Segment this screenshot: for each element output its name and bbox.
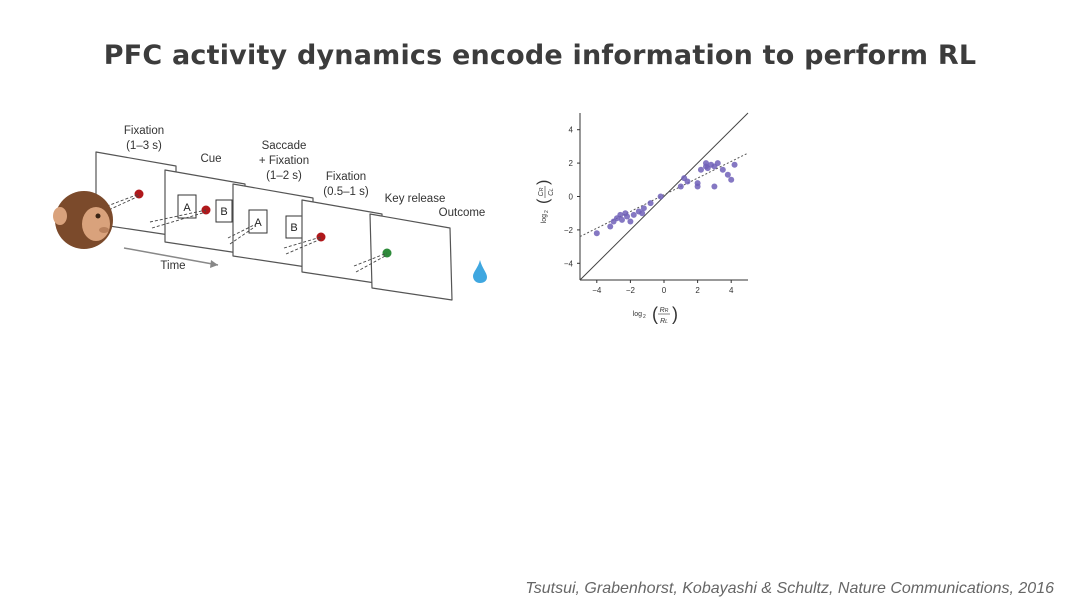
y-tick-label: −2: [564, 226, 574, 235]
stimulus-label-a2: A: [254, 217, 262, 229]
data-point: [703, 163, 709, 170]
task-diagram: A B A B F: [53, 125, 487, 301]
data-point: [724, 171, 731, 178]
stimulus-label-a1: A: [183, 202, 191, 214]
data-point: [624, 213, 631, 220]
svg-text:): ): [535, 180, 552, 185]
svg-text:): ): [672, 304, 678, 324]
svg-text:(: (: [535, 198, 552, 204]
label-fixation-2a: Fixation: [326, 171, 366, 183]
juice-drop-icon: [473, 260, 487, 283]
data-point: [728, 176, 735, 183]
data-point: [647, 200, 654, 207]
data-point: [719, 166, 726, 173]
svg-text:(: (: [652, 304, 658, 324]
label-fixation-2b: (0.5–1 s): [323, 186, 369, 198]
svg-text:log: log: [541, 214, 548, 223]
svg-text:RL: RL: [660, 318, 668, 325]
panel-saccade: A B: [227, 183, 314, 269]
citation: Tsutsui, Grabenhorst, Kobayashi & Schult…: [525, 580, 1054, 597]
data-point: [684, 178, 691, 185]
label-cue: Cue: [200, 153, 221, 165]
svg-text:2: 2: [643, 314, 646, 320]
x-tick-label: 4: [729, 286, 734, 295]
y-axis-label: log 2 ( CR CL ): [535, 180, 555, 224]
data-point: [627, 218, 634, 225]
y-tick-label: −4: [564, 259, 574, 268]
svg-text:CR: CR: [538, 187, 545, 196]
slide-title: PFC activity dynamics encode information…: [103, 40, 977, 71]
data-point: [711, 183, 718, 190]
monkey-head-icon: [53, 191, 113, 249]
data-point: [694, 183, 701, 190]
x-tick-label: 2: [695, 286, 700, 295]
panel-cue: A B: [149, 169, 246, 255]
stimulus-box-a2: [248, 209, 268, 234]
y-tick-label: 0: [569, 193, 574, 202]
data-point: [657, 193, 664, 200]
stimulus-box-b1: [215, 199, 233, 223]
scatter-plot: 4 2 0 −2 −4 −4 −2 0 2 4 log 2 ( CR CL ) log 2 ( …: [535, 112, 749, 325]
label-saccade-b: + Fixation: [259, 155, 309, 167]
label-outcome: Outcome: [439, 207, 486, 219]
label-time: Time: [160, 260, 185, 272]
svg-text:CL: CL: [548, 188, 555, 196]
label-fixation-1a: Fixation: [124, 125, 164, 137]
svg-text:RR: RR: [660, 307, 669, 314]
data-point: [593, 230, 600, 237]
label-key-release: Key release: [385, 193, 446, 205]
label-saccade-a: Saccade: [262, 140, 307, 152]
data-points: [593, 160, 738, 237]
data-point: [607, 223, 614, 230]
label-fixation-1b: (1–3 s): [126, 140, 162, 152]
data-point: [731, 161, 738, 168]
x-axis-label: log 2 ( RR RL ): [633, 304, 678, 325]
svg-text:2: 2: [544, 210, 550, 213]
panel-outcome: [353, 213, 453, 301]
stimulus-label-b2: B: [290, 222, 297, 234]
data-point: [697, 166, 704, 173]
fixation-dot-1: [134, 189, 144, 199]
data-point: [617, 211, 624, 218]
data-point: [714, 160, 721, 167]
x-ticks: −4 −2 0 2 4: [592, 280, 734, 295]
data-point: [677, 183, 684, 190]
x-tick-label: −4: [592, 286, 602, 295]
label-saccade-c: (1–2 s): [266, 170, 302, 182]
data-point: [630, 211, 637, 218]
y-tick-label: 2: [569, 159, 574, 168]
fit-line: [579, 152, 749, 238]
y-ticks: 4 2 0 −2 −4: [564, 126, 580, 268]
time-arrow: [123, 247, 219, 268]
stimulus-label-b1: B: [220, 206, 227, 218]
y-tick-label: 4: [569, 126, 574, 135]
fixation-dot-3: [316, 232, 326, 242]
x-tick-label: −2: [626, 286, 636, 295]
x-tick-label: 0: [662, 286, 667, 295]
data-point: [619, 216, 625, 223]
data-point: [639, 210, 646, 217]
data-point: [640, 205, 647, 212]
svg-text:log: log: [633, 311, 642, 318]
identity-line: [579, 112, 749, 281]
